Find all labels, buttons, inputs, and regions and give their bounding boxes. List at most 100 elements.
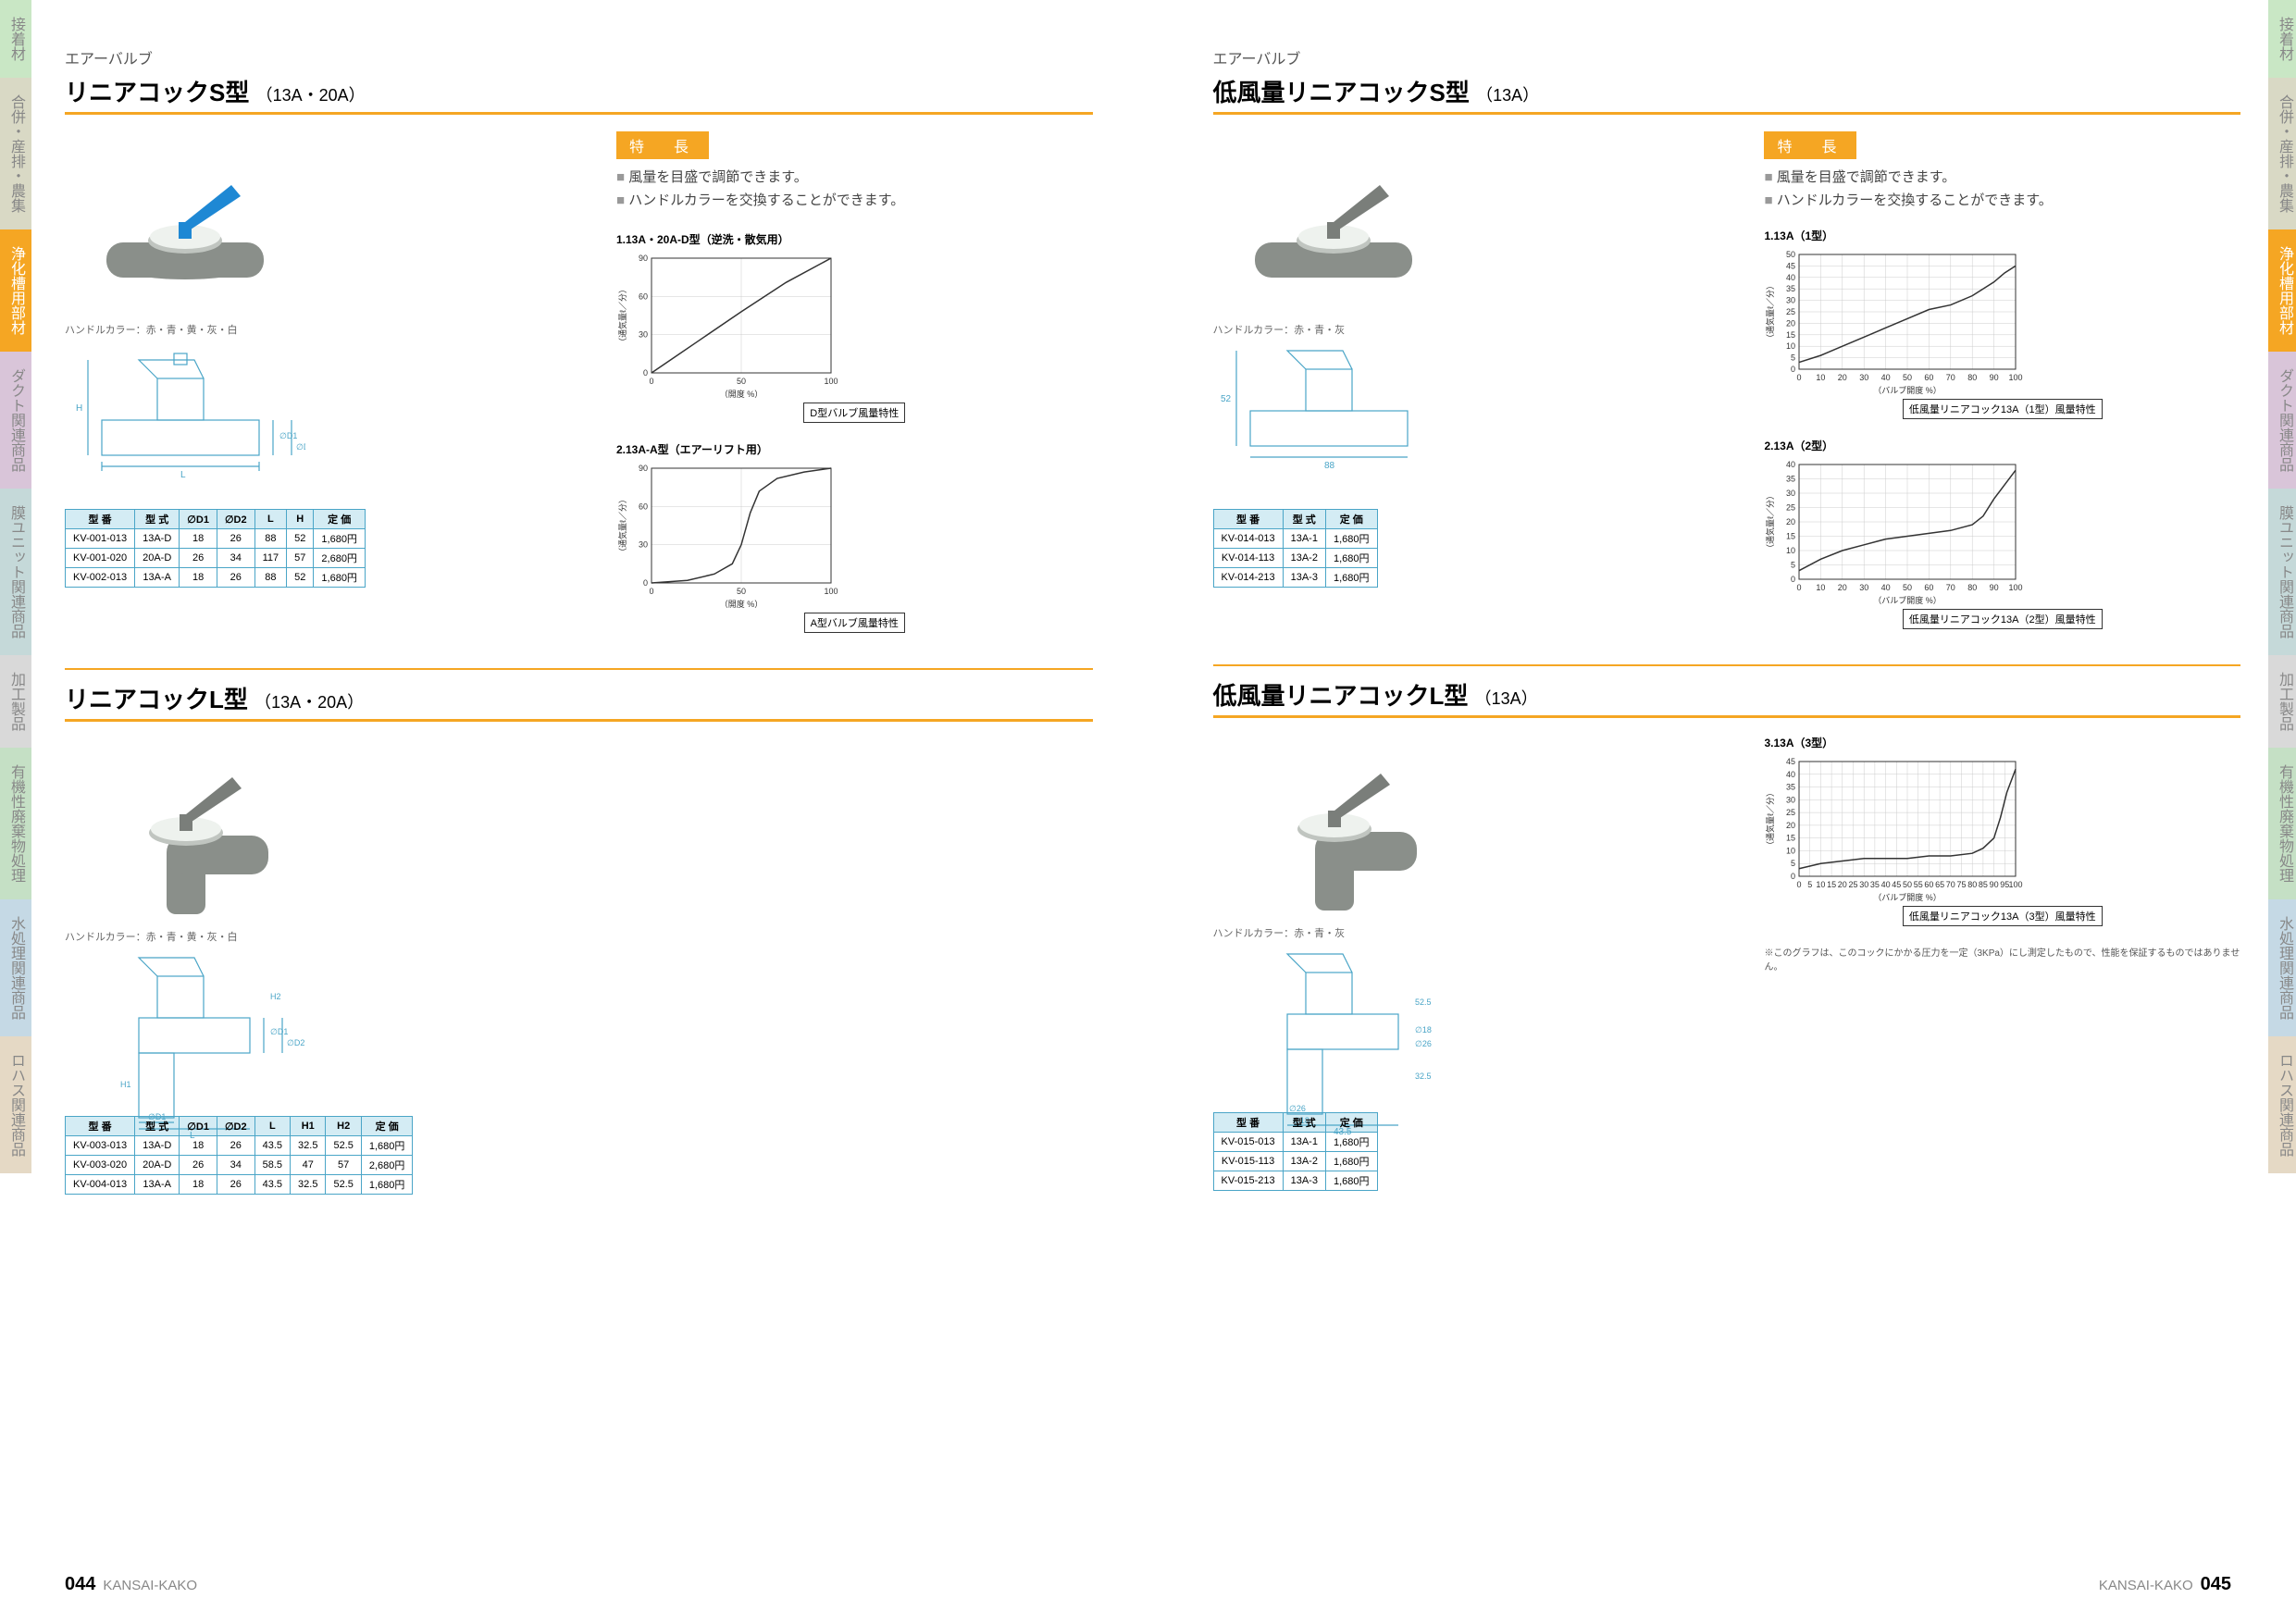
svg-text:100: 100 [2009, 880, 2023, 889]
svg-text:（通気量ℓ／分）: （通気量ℓ／分） [617, 285, 627, 346]
catalog-spread: 接着材合併・産排・農集浄化槽用部材ダクト関連商品膜ユニット関連商品加工製品有機性… [0, 0, 2296, 1623]
product-title-lowflow-l: 低風量リニアコックL型 （13A） [1213, 677, 2241, 718]
spec-table-s: 型 番型 式∅D1∅D2LH定 価KV-001-01313A-D18268852… [65, 509, 366, 588]
features-heading: 特 長 [616, 131, 709, 159]
svg-text:0: 0 [1791, 365, 1795, 374]
svg-text:100: 100 [2009, 583, 2023, 592]
col-header: 型 番 [66, 1117, 135, 1136]
svg-text:30: 30 [1786, 296, 1795, 305]
side-tab-2[interactable]: 浄化槽用部材 [2268, 229, 2296, 352]
col-header: 定 価 [361, 1117, 413, 1136]
svg-text:0: 0 [643, 368, 648, 378]
svg-text:10: 10 [1817, 583, 1826, 592]
svg-text:65: 65 [1936, 880, 1945, 889]
svg-text:0: 0 [1791, 872, 1795, 881]
svg-text:55: 55 [1914, 880, 1923, 889]
svg-text:（バルブ開度 %）: （バルブ開度 %） [1874, 385, 1942, 395]
table-row: KV-004-01313A-A182643.532.552.51,680円 [66, 1175, 413, 1195]
svg-text:30: 30 [1860, 880, 1869, 889]
page-footer-left: 044KANSAI-KAKO [65, 1574, 197, 1595]
col-header: 型 式 [1283, 510, 1325, 529]
svg-text:0: 0 [1791, 575, 1795, 584]
features-list: 風量を目盛で調節できます。ハンドルカラーを交換することができます。 [616, 167, 1093, 209]
svg-text:10: 10 [1786, 846, 1795, 855]
table-row: KV-015-01313A-11,680円 [1213, 1133, 1377, 1152]
handle-color-caption: ハンドルカラー：赤・青・灰 [1213, 925, 1737, 940]
product-photo-lowflow-s [1213, 131, 1454, 316]
col-header: 型 式 [135, 510, 180, 529]
svg-text:0: 0 [643, 578, 648, 588]
col-header: L [254, 1117, 290, 1136]
table-row: KV-002-01313A-A182688521,680円 [66, 568, 366, 588]
svg-text:L: L [180, 470, 186, 480]
svg-text:60: 60 [639, 502, 648, 511]
svg-text:25: 25 [1849, 880, 1858, 889]
svg-text:（開度 %）: （開度 %） [720, 599, 763, 609]
svg-text:35: 35 [1786, 783, 1795, 792]
svg-text:H2: H2 [270, 992, 281, 1001]
side-tabs-right: 接着材合併・産排・農集浄化槽用部材ダクト関連商品膜ユニット関連商品加工製品有機性… [2268, 0, 2296, 1623]
svg-text:∅18: ∅18 [1415, 1025, 1432, 1035]
handle-color-caption: ハンドルカラー：赤・青・黄・灰・白 [65, 322, 589, 337]
product-photo-l-gray [65, 738, 305, 923]
side-tab-6[interactable]: 有機性廃棄物処理 [2268, 748, 2296, 899]
svg-text:10: 10 [1786, 546, 1795, 555]
svg-text:50: 50 [737, 587, 746, 596]
side-tab-8[interactable]: ロハス関連商品 [2268, 1036, 2296, 1173]
svg-text:0: 0 [1797, 373, 1802, 382]
col-header: 型 式 [135, 1117, 180, 1136]
svg-text:（通気量ℓ／分）: （通気量ℓ／分） [617, 495, 627, 556]
page-044: エアーバルブ リニアコックS型 （13A・20A） ハンドルカラー：赤・青・黄・… [0, 0, 1148, 1623]
spec-table-l: 型 番型 式∅D1∅D2LH1H2定 価KV-003-01313A-D18264… [65, 1116, 413, 1195]
handle-color-caption-l: ハンドルカラー：赤・青・黄・灰・白 [65, 929, 589, 944]
col-header: 定 価 [314, 510, 366, 529]
side-tab-5[interactable]: 加工製品 [2268, 655, 2296, 748]
side-tab-3[interactable]: ダクト関連商品 [2268, 352, 2296, 489]
svg-text:30: 30 [639, 330, 648, 340]
svg-text:80: 80 [1968, 583, 1978, 592]
table-row: KV-014-01313A-11,680円 [1213, 529, 1377, 549]
side-tab-7[interactable]: 水処理関連商品 [2268, 899, 2296, 1036]
svg-text:15: 15 [1786, 834, 1795, 843]
svg-text:10: 10 [1817, 373, 1826, 382]
svg-text:40: 40 [1786, 273, 1795, 282]
dimension-drawing-s: L ∅D1 ∅D2 H [65, 346, 305, 503]
feature-item: ハンドルカラーを交換することができます。 [1764, 190, 2240, 209]
svg-text:25: 25 [1786, 808, 1795, 817]
svg-text:（バルブ開度 %）: （バルブ開度 %） [1874, 892, 1942, 902]
svg-text:75: 75 [1957, 880, 1967, 889]
svg-text:90: 90 [639, 254, 648, 263]
svg-text:20: 20 [1838, 373, 1847, 382]
product-title-l: リニアコックL型 （13A・20A） [65, 681, 1093, 722]
col-header: 定 価 [1325, 510, 1377, 529]
chart-a-type: 2.13A-A型（エアーリフト用） 0306090050100 （通気量ℓ／分）… [616, 441, 1093, 633]
svg-text:45: 45 [1786, 261, 1795, 270]
svg-text:H: H [76, 403, 82, 414]
chart-d-type: 1.13A・20A-D型（逆洗・散気用） 0306090050100 （通気量ℓ… [616, 231, 1093, 423]
svg-text:40: 40 [1881, 880, 1891, 889]
side-tab-1[interactable]: 合併・産排・農集 [2268, 78, 2296, 229]
svg-text:30: 30 [1860, 583, 1869, 592]
svg-text:50: 50 [1903, 880, 1912, 889]
svg-text:52.5: 52.5 [1415, 997, 1432, 1007]
table-row: KV-003-02020A-D263458.547572,680円 [66, 1156, 413, 1175]
svg-text:5: 5 [1791, 561, 1795, 570]
svg-text:60: 60 [1925, 373, 1934, 382]
side-tab-0[interactable]: 接着材 [2268, 0, 2296, 78]
svg-text:30: 30 [1786, 489, 1795, 498]
features-heading: 特 長 [1764, 131, 1856, 159]
svg-text:25: 25 [1786, 307, 1795, 316]
svg-text:32.5: 32.5 [1415, 1072, 1432, 1081]
col-header: L [254, 510, 287, 529]
svg-text:∅D1: ∅D1 [279, 431, 297, 440]
col-header: 型 式 [1283, 1113, 1325, 1133]
svg-text:60: 60 [1925, 880, 1934, 889]
product-title-lowflow-s: 低風量リニアコックS型 （13A） [1213, 74, 2241, 115]
features-list: 風量を目盛で調節できます。ハンドルカラーを交換することができます。 [1764, 167, 2240, 209]
side-tab-4[interactable]: 膜ユニット関連商品 [2268, 489, 2296, 655]
svg-text:（通気量ℓ／分）: （通気量ℓ／分） [1765, 281, 1775, 342]
chart-type3: 3.13A（3型） 051015202530354045051015202530… [1764, 735, 2240, 926]
table-row: KV-015-21313A-31,680円 [1213, 1171, 1377, 1191]
col-header: ∅D2 [217, 1117, 254, 1136]
svg-text:∅D2: ∅D2 [287, 1038, 304, 1047]
